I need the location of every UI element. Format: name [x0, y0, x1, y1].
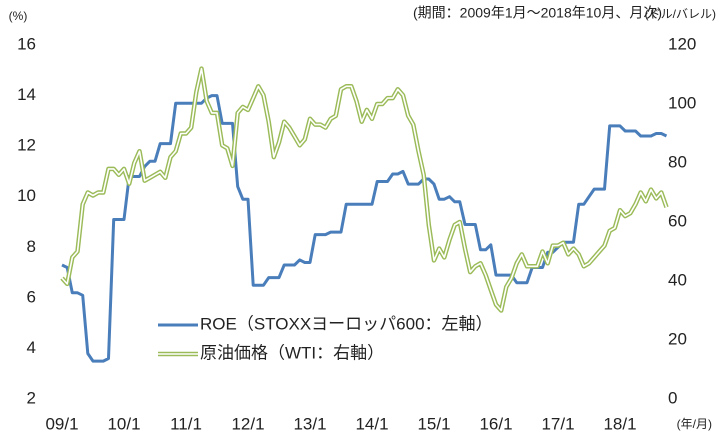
y-tick-label: 6: [27, 287, 36, 306]
y2-tick-label: 20: [668, 329, 687, 348]
x-tick-label: 09/1: [45, 414, 78, 433]
legend-label: ROE（STOXXヨーロッパ600：左軸）: [200, 314, 493, 333]
y2-tick-label: 60: [668, 211, 687, 230]
x-tick-label: 14/1: [355, 414, 388, 433]
y2-tick-label: 40: [668, 270, 687, 289]
x-tick-label: 12/1: [231, 414, 264, 433]
y2-tick-label: 100: [668, 93, 696, 112]
y-unit: (%): [9, 9, 28, 23]
legend-label: 原油価格（WTI：右軸）: [200, 343, 384, 362]
period-note: (期間：2009年1月～2018年10月、月次): [413, 5, 662, 21]
y2-unit: (ドル/バレル): [645, 7, 716, 21]
x-tick-label: 13/1: [293, 414, 326, 433]
x-tick-label: 18/1: [603, 414, 636, 433]
y-tick-label: 8: [27, 237, 36, 256]
y2-tick-label: 0: [668, 388, 677, 407]
y-tick-label: 16: [17, 34, 36, 53]
y-tick-label: 14: [17, 85, 36, 104]
y2-tick-label: 120: [668, 34, 696, 53]
x-tick-label: 16/1: [479, 414, 512, 433]
x-tick-label: 11/1: [170, 414, 202, 433]
x-unit: (年/月): [677, 417, 712, 431]
series-line-inner: [61, 67, 668, 312]
y-tick-label: 4: [27, 338, 36, 357]
y-tick-label: 10: [17, 186, 36, 205]
y2-tick-label: 80: [668, 152, 687, 171]
y-tick-label: 12: [17, 136, 36, 155]
series-line: [61, 94, 668, 363]
x-tick-label: 15/1: [417, 414, 450, 433]
series-line: [60, 66, 669, 313]
y-tick-label: 2: [27, 388, 36, 407]
x-tick-label: 10/1: [107, 414, 140, 433]
x-tick-label: 17/1: [541, 414, 574, 433]
